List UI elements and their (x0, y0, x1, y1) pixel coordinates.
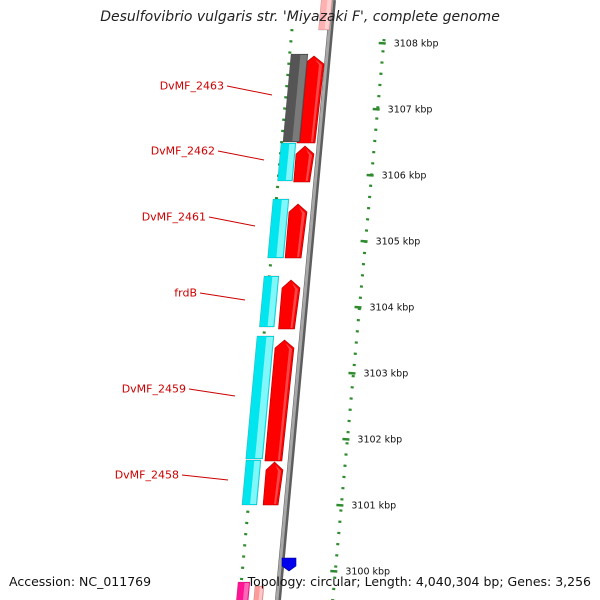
reverse-gene-highlight (255, 337, 273, 458)
major-tick (348, 371, 356, 375)
forward-gene-arrow (262, 461, 284, 506)
gene-label[interactable]: DvMF_2462 (151, 145, 215, 158)
gene-layer (236, 0, 333, 600)
gene-label-layer: DvMF_2463 DvMF_2462 DvMF_2461 frdB DvMF_2459… (115, 80, 273, 482)
gene-label[interactable]: frdB (174, 287, 197, 300)
forward-gene-dvmf2461 (284, 203, 308, 259)
forward-gene-highlight (290, 283, 298, 328)
major-tick (330, 569, 338, 573)
tick-label: 3103 kbp (363, 369, 408, 380)
major-tick (354, 305, 362, 309)
gray-gene-dvmf2463 (282, 53, 309, 143)
tick-label: 3100 kbp (345, 567, 390, 578)
reverse-gene-highlight (267, 277, 278, 326)
forward-gene-dvmf2458 (262, 461, 284, 506)
gene-label-leader (199, 292, 246, 301)
pink-feature-bottom (236, 581, 251, 600)
tick-layer: 3108 kbp 3107 kbp 3106 kbp 3105 kbp 3104 kbp… (238, 28, 439, 600)
forward-gene-arrow (278, 279, 301, 330)
gene-label[interactable]: DvMF_2461 (142, 211, 206, 224)
reverse-gene-dvmf2459 (245, 335, 275, 460)
reverse-gene-highlight (292, 55, 307, 141)
gene-label[interactable]: DvMF_2463 (160, 80, 224, 93)
forward-gene-highlight (274, 465, 281, 504)
tick-label: 3104 kbp (370, 303, 415, 314)
forward-gene-arrow (293, 145, 315, 183)
reverse-gene-dvmf2458 (241, 459, 262, 506)
feature-marker (281, 557, 297, 572)
reverse-gene-highlight (285, 144, 295, 180)
reverse-gene-dvmf2462 (277, 142, 297, 182)
tick-label: 3106 kbp (382, 171, 427, 182)
gene-label-leader (188, 388, 236, 397)
reverse-gene-highlight (242, 583, 249, 600)
accession-text: Accession: NC_011769 (9, 574, 152, 589)
major-tick (372, 107, 380, 111)
forward-gene-highlight (305, 149, 312, 181)
forward-gene-dvmf2459 (264, 339, 295, 462)
reverse-gene-highlight (276, 200, 288, 257)
gene-label-leader (226, 85, 273, 96)
tick-label: 3105 kbp (376, 237, 421, 248)
major-tick (378, 41, 386, 45)
forward-gene-frdB (278, 279, 301, 330)
forward-gene-dvmf2462 (293, 145, 315, 183)
major-tick (336, 503, 344, 507)
reverse-gene-highlight (258, 587, 263, 600)
topology-text: Topology: circular; Length: 4,040,304 bp… (247, 574, 591, 589)
major-tick (360, 239, 368, 243)
tick-label: 3102 kbp (357, 435, 402, 446)
gene-label-leader (181, 474, 229, 481)
genome-backbone-highlight (275, 0, 334, 600)
genome-title: Desulfovibrio vulgaris str. 'Miyazaki F'… (100, 9, 500, 25)
reverse-gene-frdB (259, 275, 280, 328)
tick-label: 3107 kbp (388, 105, 433, 116)
reverse-gene-highlight (250, 461, 260, 504)
reverse-gene-highlight (324, 0, 332, 29)
forward-gene-highlight (277, 343, 292, 460)
backbone-layer (275, 0, 336, 600)
gene-label-leader (208, 216, 256, 227)
tick-label: 3108 kbp (394, 39, 439, 50)
reverse-gene-dvmf2461 (267, 198, 290, 259)
gene-label[interactable]: DvMF_2459 (122, 383, 186, 396)
major-tick (366, 173, 374, 177)
major-tick (342, 437, 350, 441)
partial-gene-top (318, 0, 333, 31)
tick-label: 3101 kbp (351, 501, 396, 512)
gene-label[interactable]: DvMF_2458 (115, 469, 179, 482)
gene-label-leader (217, 150, 265, 161)
forward-gene-highlight (311, 59, 322, 142)
forward-gene-highlight (297, 207, 305, 257)
forward-gene-arrow (264, 339, 295, 462)
partial-gene-bottom (253, 585, 265, 600)
